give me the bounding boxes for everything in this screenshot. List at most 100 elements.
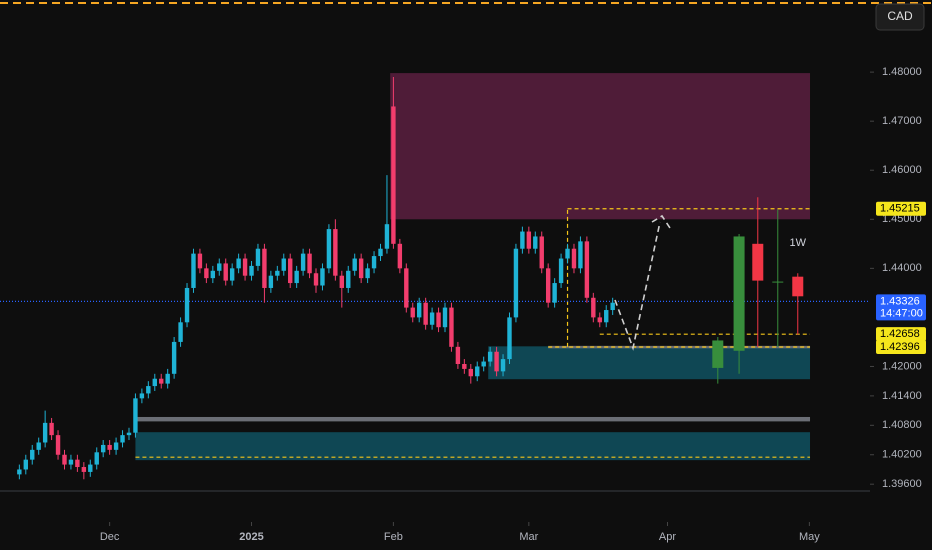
candle-body — [475, 366, 480, 377]
candle-body — [313, 273, 319, 286]
candle-body — [133, 398, 138, 433]
candle-body — [281, 258, 286, 271]
price-axis: 1.48000 1.47000 1.46000 1.45000 1.44000 1.420… — [100, 66, 926, 543]
candle-body — [500, 359, 506, 372]
candle-body — [81, 467, 87, 472]
candle-body — [533, 236, 538, 249]
candle-body — [288, 258, 293, 284]
candle-body — [346, 270, 351, 288]
candle-body — [275, 270, 280, 276]
candle-body — [236, 258, 241, 269]
candle-body — [410, 307, 415, 318]
candle-body — [733, 236, 745, 351]
candle-body — [404, 268, 409, 308]
candle-body — [191, 253, 196, 288]
candle-body — [712, 340, 724, 368]
candle-body — [126, 432, 132, 436]
candle-body — [107, 444, 112, 450]
candle-body — [584, 241, 590, 298]
candle-body — [294, 270, 299, 284]
candle-body — [610, 302, 615, 311]
candle-body — [604, 310, 609, 323]
candle-body — [365, 268, 370, 279]
candle-body — [792, 276, 804, 297]
candle-body — [49, 422, 54, 436]
candle-body — [371, 256, 377, 269]
candle-body — [507, 317, 512, 360]
candle-body — [165, 373, 170, 384]
price-label-box — [876, 340, 926, 355]
y-tick-label: 1.39600 — [882, 478, 922, 490]
candle-body — [397, 243, 403, 269]
candle-body — [423, 302, 428, 325]
candle-body — [597, 317, 602, 323]
zone — [135, 416, 811, 422]
candle-body — [255, 248, 261, 266]
candle-body — [565, 248, 570, 259]
price-label: 1.42658 — [880, 328, 920, 340]
candle-body — [68, 459, 74, 465]
candle-body — [462, 364, 467, 369]
candle-body — [591, 297, 596, 318]
candle-body — [752, 243, 764, 281]
y-tick-label: 1.47000 — [882, 115, 922, 127]
candle-body — [36, 442, 41, 450]
price-label: 1.45215 — [880, 203, 920, 215]
candle-body — [455, 346, 461, 364]
candle-body — [352, 258, 357, 271]
x-tick-label: May — [799, 531, 820, 543]
candle-body — [378, 248, 383, 257]
candle-body — [262, 248, 267, 288]
candle-body — [88, 464, 93, 472]
candle-body — [333, 229, 338, 276]
price-label: 1.42396 — [880, 341, 920, 353]
candle-body — [442, 307, 448, 328]
candle-body — [197, 253, 203, 269]
candle-body — [772, 281, 784, 283]
candle-body — [558, 258, 564, 284]
candle-body — [358, 258, 364, 279]
candle-body — [513, 248, 519, 318]
candle-body — [481, 361, 486, 367]
candle-body — [449, 307, 454, 347]
y-tick-label: 1.44000 — [882, 262, 922, 274]
plot-area: 1W — [0, 73, 870, 480]
candle-body — [436, 312, 441, 328]
candle-body — [152, 378, 157, 387]
zone — [488, 346, 811, 380]
y-tick-label: 1.42000 — [882, 360, 922, 372]
candle-body — [184, 287, 190, 323]
candle-body — [429, 312, 435, 325]
candle-body — [384, 224, 390, 249]
candle-body — [326, 229, 332, 269]
candle-body — [210, 270, 216, 279]
projection-arrow — [614, 214, 671, 351]
currency-button[interactable] — [875, 3, 925, 31]
candle-body — [487, 351, 493, 362]
candle-body — [171, 341, 177, 374]
candle-body — [339, 275, 345, 288]
y-tick-label: 1.40200 — [882, 449, 922, 461]
candle-body — [113, 442, 119, 450]
candle-body — [468, 368, 473, 377]
candle-body — [268, 275, 274, 288]
candle-body — [526, 231, 532, 249]
y-tick-label: 1.45000 — [882, 213, 922, 225]
candle-body — [307, 253, 312, 274]
candle-body — [391, 106, 396, 244]
candle-body — [30, 449, 35, 460]
candle-body — [17, 469, 22, 475]
candle-body — [23, 459, 28, 470]
y-tick-label: 1.41400 — [882, 390, 922, 402]
x-tick-label: Feb — [384, 531, 403, 543]
y-tick-label: 1.48000 — [882, 66, 922, 78]
currency-label[interactable]: CAD — [887, 9, 913, 23]
candle-body — [416, 302, 422, 318]
price-label-box — [876, 201, 926, 216]
candle-body — [552, 283, 557, 303]
candle-body — [520, 231, 525, 249]
price-label-time: 14:47:00 — [880, 307, 923, 319]
candle-body — [55, 435, 61, 455]
